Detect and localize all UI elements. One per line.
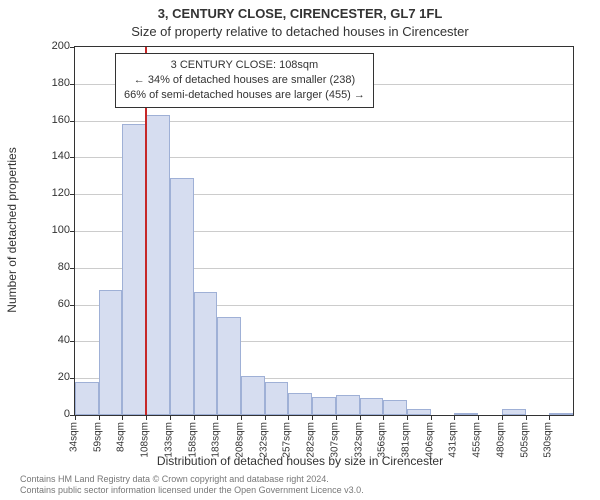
title-address: 3, CENTURY CLOSE, CIRENCESTER, GL7 1FL — [0, 6, 600, 21]
x-tick-label: 505sqm — [519, 422, 530, 458]
y-axis-label: Number of detached properties — [5, 147, 19, 312]
x-tick-mark — [146, 415, 147, 420]
x-tick-mark — [383, 415, 384, 420]
x-tick-label: 208sqm — [235, 422, 246, 458]
x-tick-mark — [122, 415, 123, 420]
histogram-bar — [194, 292, 218, 415]
histogram-bar — [407, 409, 431, 415]
x-tick-label: 282sqm — [306, 422, 317, 458]
y-tick-mark — [70, 268, 75, 269]
x-tick-label: 307sqm — [329, 422, 340, 458]
histogram-bar — [383, 400, 407, 415]
x-tick-label: 406sqm — [424, 422, 435, 458]
histogram-bar — [336, 395, 360, 415]
x-tick-label: 480sqm — [495, 422, 506, 458]
histogram-bar — [241, 376, 265, 415]
x-tick-mark — [336, 415, 337, 420]
x-tick-label: 257sqm — [282, 422, 293, 458]
y-tick-label: 120 — [34, 187, 70, 199]
x-tick-label: 431sqm — [448, 422, 459, 458]
x-tick-mark — [170, 415, 171, 420]
x-tick-mark — [99, 415, 100, 420]
histogram-bar — [360, 398, 384, 415]
histogram-bar — [549, 413, 573, 415]
y-tick-label: 80 — [34, 261, 70, 273]
histogram-bar — [288, 393, 312, 415]
x-tick-mark — [407, 415, 408, 420]
y-tick-label: 20 — [34, 371, 70, 383]
footer-line-1: Contains HM Land Registry data © Crown c… — [20, 474, 364, 485]
x-tick-mark — [312, 415, 313, 420]
x-tick-label: 332sqm — [353, 422, 364, 458]
x-tick-mark — [217, 415, 218, 420]
x-tick-label: 84sqm — [116, 422, 127, 452]
annotation-line-3: 66% of semi-detached houses are larger (… — [124, 88, 365, 103]
annotation-line-1: 3 CENTURY CLOSE: 108sqm — [124, 58, 365, 73]
y-tick-label: 0 — [34, 408, 70, 420]
x-tick-mark — [194, 415, 195, 420]
x-tick-mark — [75, 415, 76, 420]
x-tick-mark — [502, 415, 503, 420]
plot-area: 3 CENTURY CLOSE: 108sqm ← 34% of detache… — [74, 46, 574, 416]
histogram-bar — [312, 397, 336, 415]
y-tick-mark — [70, 47, 75, 48]
y-tick-label: 60 — [34, 298, 70, 310]
histogram-bar — [454, 413, 478, 415]
x-axis-label: Distribution of detached houses by size … — [0, 454, 600, 468]
footer-attribution: Contains HM Land Registry data © Crown c… — [20, 474, 364, 497]
x-tick-mark — [454, 415, 455, 420]
x-tick-mark — [549, 415, 550, 420]
y-tick-mark — [70, 84, 75, 85]
x-tick-label: 356sqm — [377, 422, 388, 458]
y-tick-label: 200 — [34, 40, 70, 52]
y-tick-mark — [70, 157, 75, 158]
y-tick-label: 160 — [34, 114, 70, 126]
x-tick-label: 34sqm — [69, 422, 80, 452]
title-subtitle: Size of property relative to detached ho… — [0, 24, 600, 39]
y-tick-mark — [70, 378, 75, 379]
x-tick-mark — [431, 415, 432, 420]
chart-container: 3, CENTURY CLOSE, CIRENCESTER, GL7 1FL S… — [0, 0, 600, 500]
x-tick-label: 381sqm — [401, 422, 412, 458]
histogram-bar — [217, 317, 241, 415]
y-tick-mark — [70, 341, 75, 342]
y-tick-mark — [70, 231, 75, 232]
histogram-bar — [99, 290, 123, 415]
histogram-bar — [122, 124, 146, 415]
x-tick-label: 108sqm — [140, 422, 151, 458]
annotation-box: 3 CENTURY CLOSE: 108sqm ← 34% of detache… — [115, 53, 374, 108]
y-tick-label: 140 — [34, 150, 70, 162]
y-tick-mark — [70, 121, 75, 122]
y-tick-mark — [70, 305, 75, 306]
x-tick-mark — [241, 415, 242, 420]
x-tick-label: 158sqm — [187, 422, 198, 458]
y-tick-mark — [70, 194, 75, 195]
x-tick-mark — [360, 415, 361, 420]
histogram-bar — [265, 382, 289, 415]
histogram-bar — [146, 115, 170, 415]
x-tick-mark — [526, 415, 527, 420]
histogram-bar — [502, 409, 526, 415]
x-tick-label: 455sqm — [472, 422, 483, 458]
x-tick-label: 133sqm — [163, 422, 174, 458]
x-tick-mark — [265, 415, 266, 420]
x-tick-label: 59sqm — [92, 422, 103, 452]
annotation-line-2: ← 34% of detached houses are smaller (23… — [124, 73, 365, 88]
histogram-bar — [170, 178, 194, 415]
x-tick-mark — [288, 415, 289, 420]
y-tick-label: 180 — [34, 77, 70, 89]
x-tick-label: 232sqm — [258, 422, 269, 458]
y-tick-label: 40 — [34, 334, 70, 346]
histogram-bar — [75, 382, 99, 415]
x-tick-label: 530sqm — [543, 422, 554, 458]
y-tick-label: 100 — [34, 224, 70, 236]
x-tick-mark — [478, 415, 479, 420]
x-tick-label: 183sqm — [211, 422, 222, 458]
footer-line-2: Contains public sector information licen… — [20, 485, 364, 496]
